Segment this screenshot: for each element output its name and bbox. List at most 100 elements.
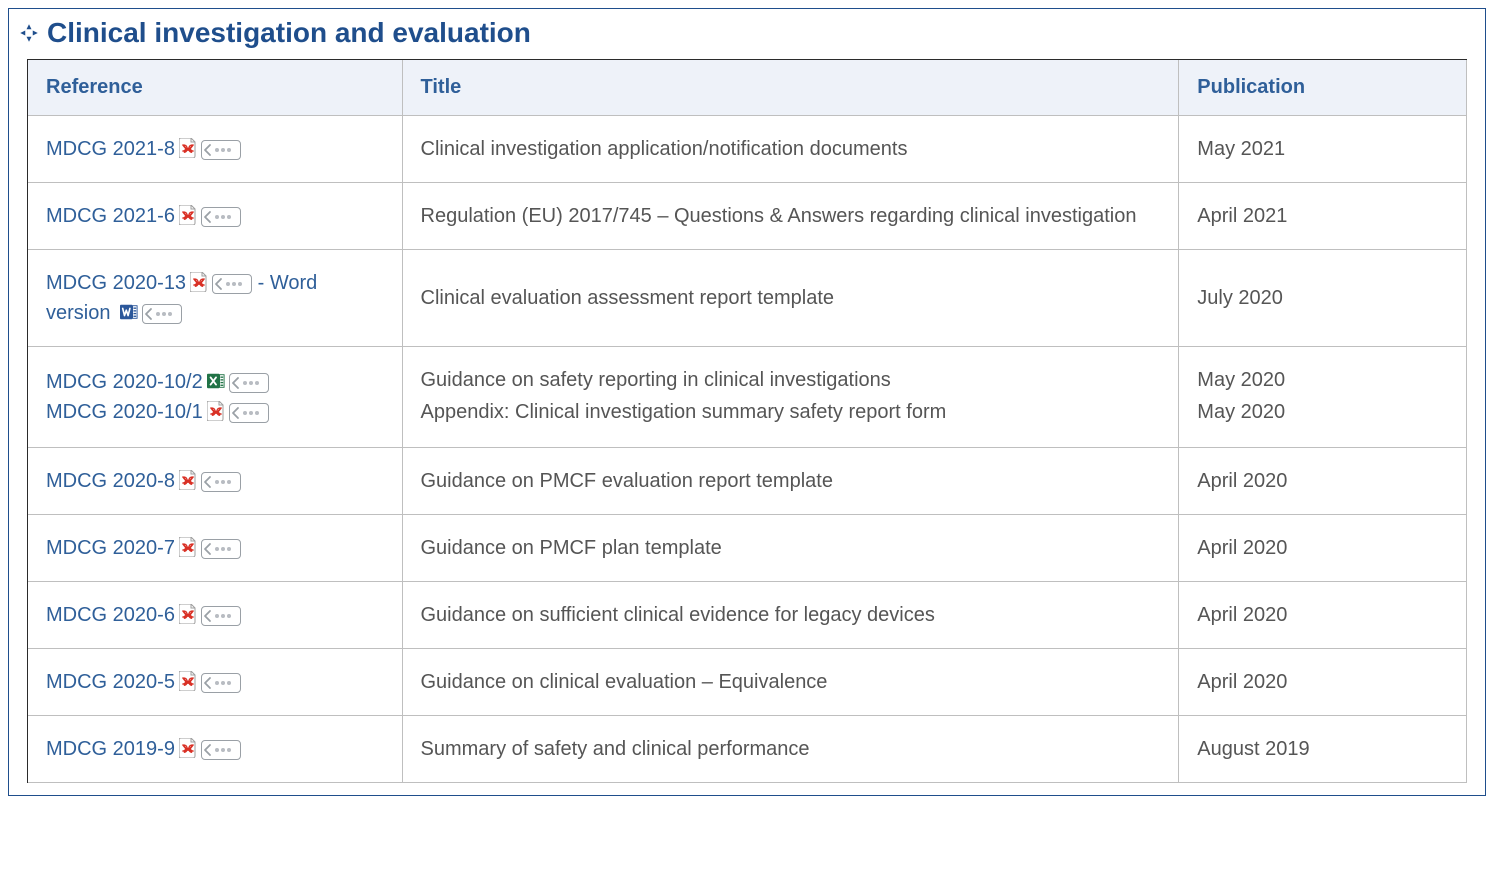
title-cell: Regulation (EU) 2017/745 – Questions & A…: [402, 183, 1179, 250]
title-text: Guidance on PMCF plan template: [421, 533, 1161, 563]
reference-cell: MDCG 2021-8: [28, 116, 402, 183]
publication-cell: July 2020: [1179, 250, 1467, 347]
publication-date: April 2020: [1197, 533, 1448, 563]
table-row: MDCG 2020-5 Guidance on clinical evaluati…: [28, 649, 1467, 716]
publication-date: August 2019: [1197, 734, 1448, 764]
pdf-file-icon: [207, 401, 225, 421]
guidance-table: Reference Title Publication MDCG 2021-8 C…: [28, 60, 1467, 783]
section-title: Clinical investigation and evaluation: [47, 17, 531, 49]
ellipsis-icon: [202, 741, 236, 759]
col-header-reference: Reference: [28, 60, 402, 116]
reference-link[interactable]: MDCG 2020-5: [46, 671, 175, 693]
pdf-file-icon: [179, 470, 197, 490]
publication-cell: May 2020May 2020: [1179, 347, 1467, 448]
reference-cell: MDCG 2021-6: [28, 183, 402, 250]
ellipsis-icon: [202, 208, 236, 226]
more-actions-button[interactable]: [142, 304, 182, 324]
table-row: MDCG 2020-6 Guidance on sufficient clinic…: [28, 582, 1467, 649]
reference-cell: MDCG 2020-8: [28, 448, 402, 515]
more-actions-button[interactable]: [201, 606, 241, 626]
more-actions-button[interactable]: [201, 539, 241, 559]
reference-link[interactable]: MDCG 2020-13: [46, 272, 186, 294]
ellipsis-icon: [202, 607, 236, 625]
ellipsis-icon: [143, 305, 177, 323]
pdf-file-icon: [179, 738, 197, 758]
pdf-file-icon: [179, 671, 197, 691]
more-actions-button[interactable]: [229, 373, 269, 393]
ellipsis-icon: [202, 141, 236, 159]
section-heading-row: Clinical investigation and evaluation: [9, 13, 1485, 59]
publication-date: April 2020: [1197, 600, 1448, 630]
reference-link[interactable]: MDCG 2020-6: [46, 604, 175, 626]
expand-arrows-icon: [19, 23, 39, 43]
title-cell: Summary of safety and clinical performan…: [402, 716, 1179, 783]
title-text: Guidance on sufficient clinical evidence…: [421, 600, 1161, 630]
pdf-file-icon: [179, 138, 197, 158]
publication-cell: April 2021: [1179, 183, 1467, 250]
table-header-row: Reference Title Publication: [28, 60, 1467, 116]
section-panel: Clinical investigation and evaluation Re…: [8, 8, 1486, 796]
reference-cell: MDCG 2019-9: [28, 716, 402, 783]
more-actions-button[interactable]: [201, 140, 241, 160]
reference-cell: MDCG 2020-5: [28, 649, 402, 716]
publication-date: May 2021: [1197, 134, 1448, 164]
pdf-file-icon: [179, 604, 197, 624]
ellipsis-icon: [202, 540, 236, 558]
publication-date: July 2020: [1197, 283, 1448, 313]
pdf-file-icon: [190, 272, 208, 292]
reference-link[interactable]: MDCG 2020-10/2: [46, 371, 203, 393]
ellipsis-icon: [202, 674, 236, 692]
publication-date: May 2020: [1197, 397, 1448, 427]
table-row: MDCG 2020-13 - Word version Clinical eva…: [28, 250, 1467, 347]
publication-date: May 2020: [1197, 365, 1448, 395]
reference-cell: MDCG 2020-6: [28, 582, 402, 649]
table-row: MDCG 2019-9 Summary of safety and clinica…: [28, 716, 1467, 783]
table-row: MDCG 2021-6 Regulation (EU) 2017/745 – Qu…: [28, 183, 1467, 250]
more-actions-button[interactable]: [201, 472, 241, 492]
col-header-publication: Publication: [1179, 60, 1467, 116]
reference-link[interactable]: MDCG 2019-9: [46, 738, 175, 760]
reference-cell: MDCG 2020-7: [28, 515, 402, 582]
title-text: Summary of safety and clinical performan…: [421, 734, 1161, 764]
publication-cell: April 2020: [1179, 649, 1467, 716]
pdf-file-icon: [179, 205, 197, 225]
reference-link[interactable]: MDCG 2020-7: [46, 537, 175, 559]
publication-cell: April 2020: [1179, 582, 1467, 649]
title-text: Guidance on PMCF evaluation report templ…: [421, 466, 1161, 496]
pdf-file-icon: [179, 537, 197, 557]
publication-date: April 2020: [1197, 466, 1448, 496]
title-cell: Guidance on PMCF evaluation report templ…: [402, 448, 1179, 515]
title-cell: Guidance on clinical evaluation – Equiva…: [402, 649, 1179, 716]
title-cell: Guidance on PMCF plan template: [402, 515, 1179, 582]
excel-file-icon: [207, 371, 225, 391]
reference-link[interactable]: MDCG 2021-6: [46, 205, 175, 227]
title-text: Clinical investigation application/notif…: [421, 134, 1161, 164]
reference-cell: MDCG 2020-13 - Word version: [28, 250, 402, 347]
publication-date: April 2021: [1197, 201, 1448, 231]
ellipsis-icon: [230, 404, 264, 422]
more-actions-button[interactable]: [201, 207, 241, 227]
table-row: MDCG 2021-8 Clinical investigation applic…: [28, 116, 1467, 183]
title-text: Regulation (EU) 2017/745 – Questions & A…: [421, 201, 1161, 231]
publication-cell: May 2021: [1179, 116, 1467, 183]
title-cell: Guidance on sufficient clinical evidence…: [402, 582, 1179, 649]
more-actions-button[interactable]: [229, 403, 269, 423]
title-text: Guidance on safety reporting in clinical…: [421, 365, 1161, 395]
more-actions-button[interactable]: [201, 740, 241, 760]
ellipsis-icon: [213, 275, 247, 293]
more-actions-button[interactable]: [201, 673, 241, 693]
title-text: Clinical evaluation assessment report te…: [421, 283, 1161, 313]
ellipsis-icon: [202, 473, 236, 491]
reference-link[interactable]: MDCG 2021-8: [46, 138, 175, 160]
table-row: MDCG 2020-7 Guidance on PMCF plan templat…: [28, 515, 1467, 582]
title-text: Guidance on clinical evaluation – Equiva…: [421, 667, 1161, 697]
title-cell: Clinical investigation application/notif…: [402, 116, 1179, 183]
word-file-icon: [120, 302, 138, 322]
reference-link[interactable]: MDCG 2020-10/1: [46, 401, 203, 423]
reference-link[interactable]: MDCG 2020-8: [46, 470, 175, 492]
more-actions-button[interactable]: [212, 274, 252, 294]
table-row: MDCG 2020-8 Guidance on PMCF evaluation r…: [28, 448, 1467, 515]
publication-cell: August 2019: [1179, 716, 1467, 783]
publication-date: April 2020: [1197, 667, 1448, 697]
title-cell: Clinical evaluation assessment report te…: [402, 250, 1179, 347]
